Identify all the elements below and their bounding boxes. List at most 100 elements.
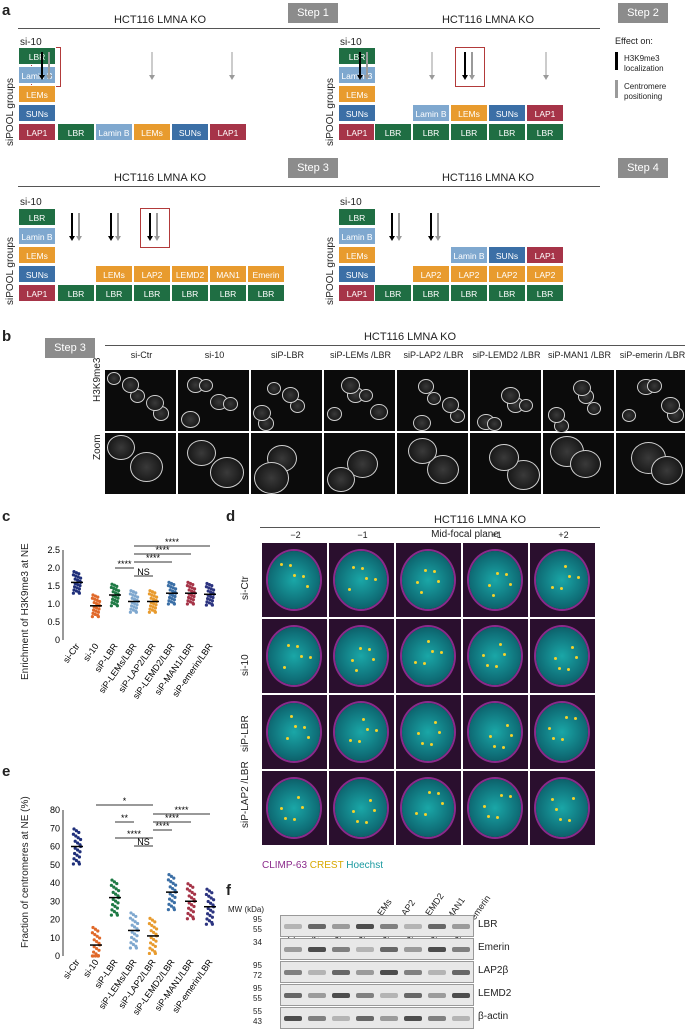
centromere-dot (424, 813, 427, 816)
step1-bottom-2: LEMs (133, 123, 171, 141)
fluor-r1-c1 (329, 619, 394, 693)
micrograph-r0-c1 (178, 370, 249, 431)
data-point (150, 590, 154, 594)
panel-b-col-7: siP-emerin /LBR (619, 350, 685, 360)
panel-a-label: a (2, 2, 11, 19)
data-point (130, 930, 134, 934)
data-point (170, 597, 174, 601)
nucleus (427, 392, 441, 405)
data-point (77, 587, 81, 591)
data-point (72, 827, 76, 831)
data-point (132, 605, 136, 609)
step1-stack-1: Lamin B (18, 66, 56, 84)
band (452, 947, 470, 952)
data-point (204, 922, 208, 926)
data-point (130, 923, 134, 927)
data-point (90, 615, 94, 619)
nucleus (335, 627, 387, 685)
mw-marker: 72 (253, 971, 262, 980)
data-point (185, 917, 189, 921)
data-point (153, 944, 157, 949)
centromere-dot (554, 657, 557, 660)
legend-climp63: CLIMP-63 (262, 860, 308, 871)
nucleus (651, 456, 683, 485)
data-point (150, 593, 154, 597)
panel-d-row-0: si-Ctr (240, 576, 251, 600)
centromere-dot (493, 745, 496, 748)
data-point (168, 892, 172, 896)
band (284, 993, 302, 998)
nucleus (469, 779, 521, 837)
data-point (134, 914, 138, 919)
step3-top-1: LAP2 (133, 265, 171, 283)
nucleus (267, 382, 281, 395)
data-point (149, 596, 153, 600)
data-point (92, 600, 96, 605)
step4-si10: si-10 (340, 197, 362, 208)
centromere-dot (502, 746, 505, 749)
panel-b-col-0: si-Ctr (130, 350, 153, 360)
centromere-dot (421, 742, 424, 745)
centromere-dot (369, 799, 372, 802)
centromere-dot (564, 565, 567, 568)
data-point (207, 601, 211, 605)
data-point (189, 597, 193, 601)
centromere-dot (294, 725, 297, 728)
panel-f-label: f (226, 882, 231, 899)
step2-bottom-2: LBR (450, 123, 488, 141)
data-point (191, 885, 195, 889)
data-point (76, 848, 80, 852)
centromere-dot (571, 646, 574, 649)
centromere-dot (352, 810, 355, 813)
nucleus (647, 379, 662, 393)
data-point (91, 925, 95, 930)
significance-label: NS (137, 837, 150, 847)
nucleus (487, 417, 502, 431)
centromere-dot (301, 806, 304, 809)
data-point (133, 932, 137, 936)
data-point (172, 901, 176, 905)
nucleus (573, 380, 591, 397)
data-point (188, 913, 192, 917)
centromere-dot (509, 795, 512, 798)
data-point (155, 595, 159, 599)
step3-bottom-3: LBR (171, 284, 209, 302)
data-point (147, 951, 151, 956)
data-point (186, 599, 190, 603)
blot-2 (280, 961, 474, 983)
data-point (167, 873, 171, 877)
band (428, 1016, 446, 1021)
centromere-dot (287, 644, 290, 647)
legend-crest: CREST (309, 860, 344, 871)
data-point (210, 922, 214, 926)
data-point (210, 599, 214, 603)
centromere-dot (559, 818, 562, 821)
data-point (168, 588, 172, 592)
step2-highlight-box (455, 47, 485, 87)
data-point (95, 939, 99, 944)
step3-bottom-0: LBR (57, 284, 95, 302)
significance-label: **** (165, 537, 180, 547)
step2-stack-2: LEMs (338, 85, 376, 103)
step4-tag: Step 4 (618, 158, 668, 178)
s3-a3-head (108, 236, 114, 241)
panel-d-label: d (226, 508, 236, 525)
data-point (96, 954, 100, 958)
data-point (74, 834, 78, 838)
data-point (206, 899, 210, 904)
data-point (93, 927, 97, 931)
data-point (115, 881, 119, 886)
data-point (168, 897, 172, 901)
data-point (167, 599, 171, 603)
data-point (212, 588, 216, 592)
data-point (91, 954, 95, 958)
micrograph-r1-c6 (543, 433, 614, 494)
nucleus (402, 627, 454, 685)
band (380, 970, 398, 975)
data-point (152, 602, 156, 606)
data-point (166, 908, 170, 912)
nucleus (408, 438, 437, 465)
data-point (209, 896, 213, 900)
data-point (168, 885, 172, 889)
data-point (109, 604, 113, 608)
